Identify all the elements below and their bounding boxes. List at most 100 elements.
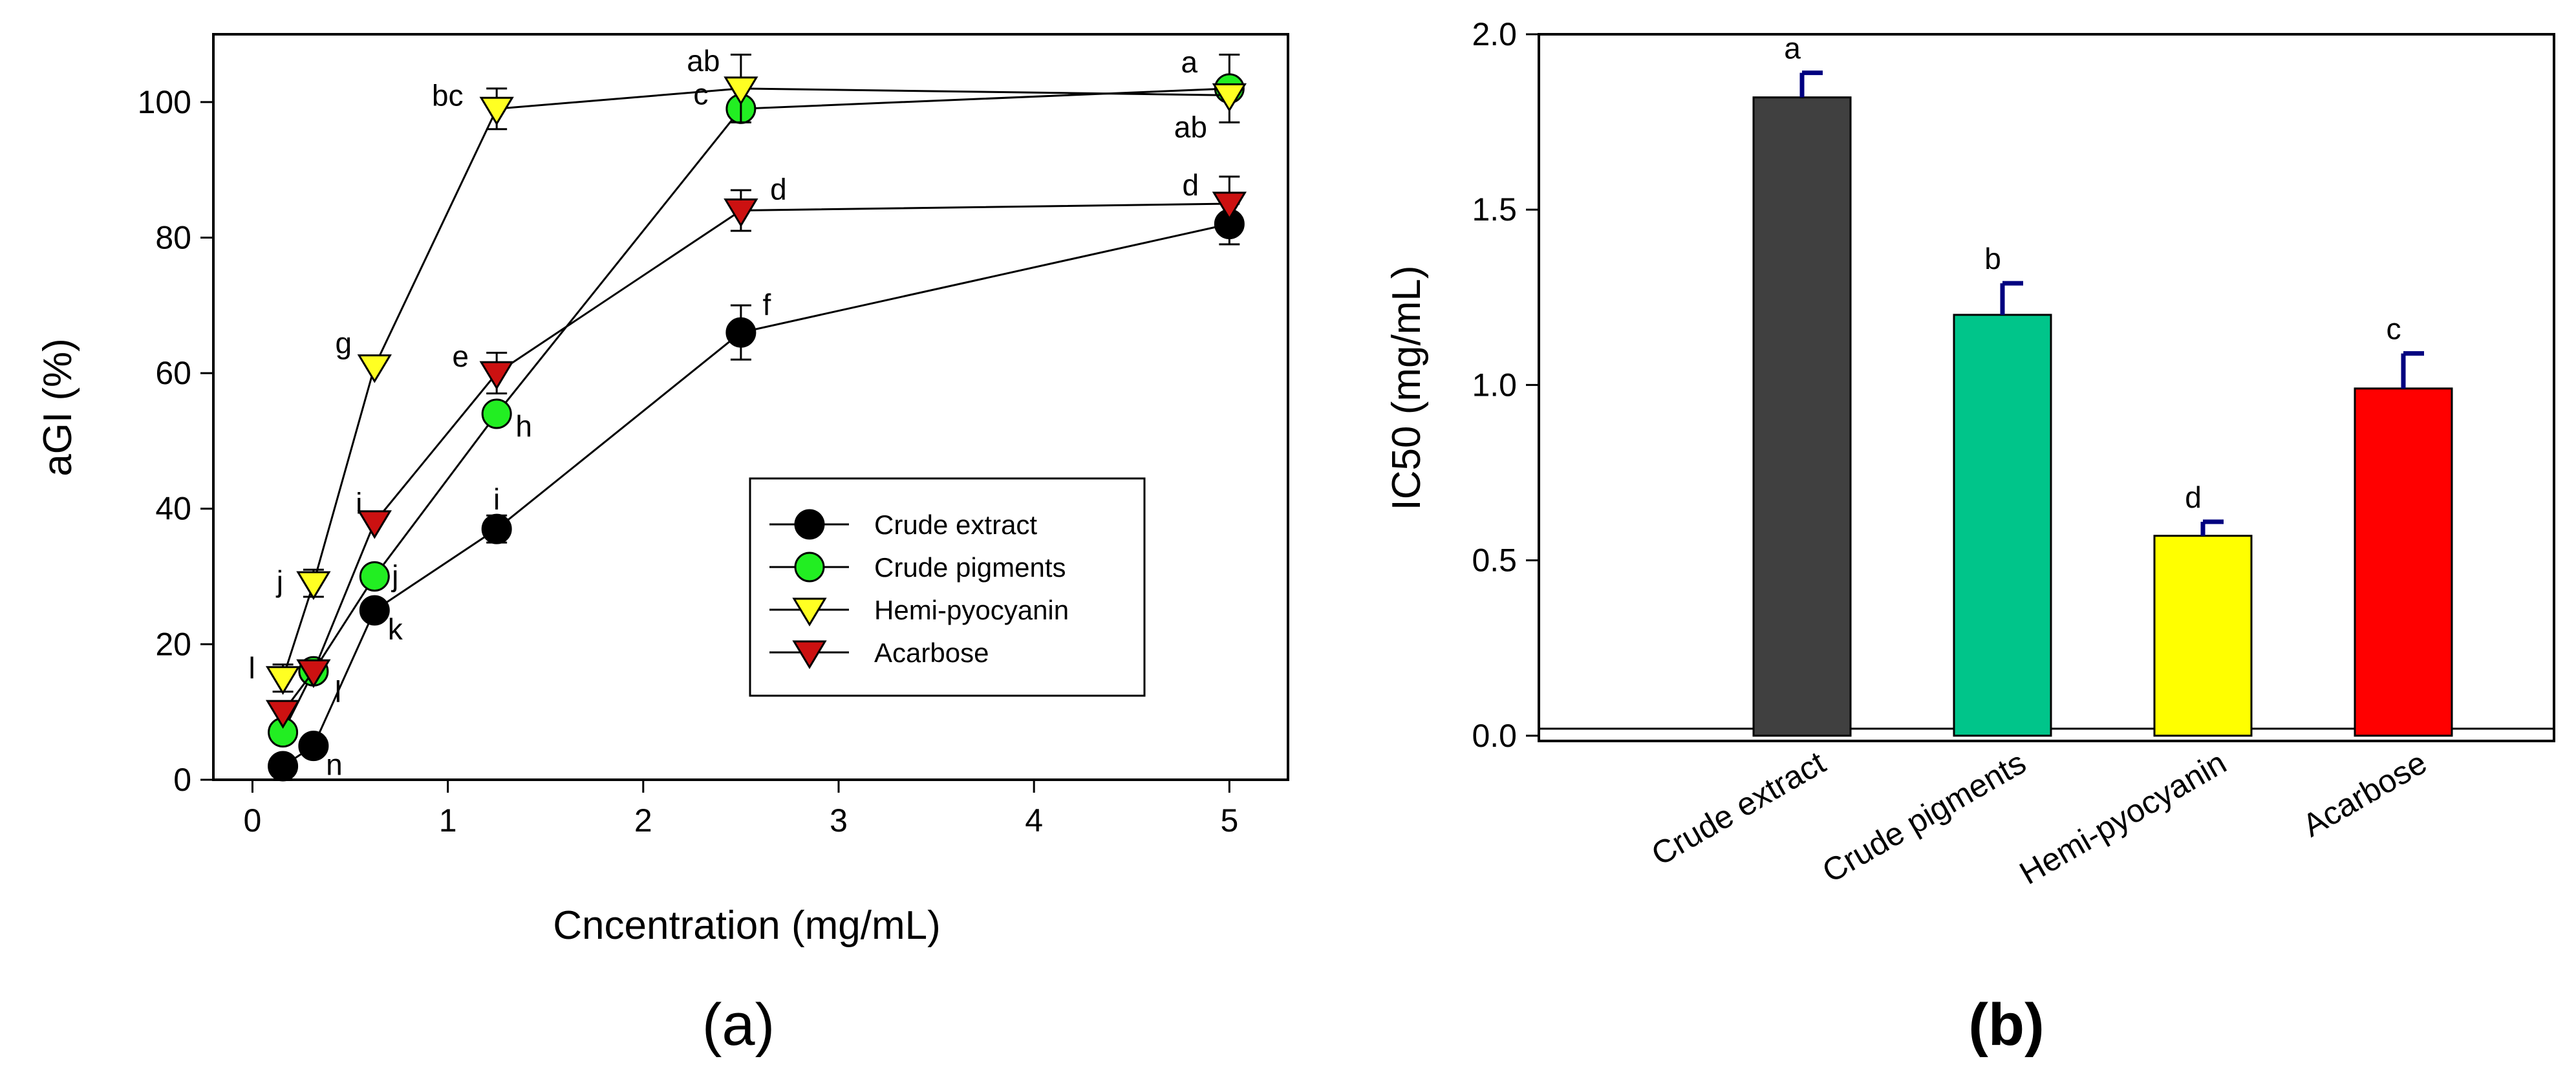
data-point bbox=[724, 76, 758, 105]
data-point bbox=[359, 561, 390, 592]
significance-label: bc bbox=[432, 78, 464, 112]
category-label: Hemi-pyocyanin bbox=[2013, 744, 2232, 892]
data-point bbox=[479, 96, 514, 126]
significance-label: i bbox=[356, 487, 362, 520]
y-tick-label: 0.0 bbox=[1472, 718, 1517, 754]
data-point bbox=[265, 700, 301, 729]
legend-label-crude-extract: Crude extract bbox=[874, 509, 1037, 540]
data-point bbox=[481, 398, 512, 429]
panel-a-x-axis-title: Cncentration (mg/mL) bbox=[553, 903, 941, 948]
x-tick-label: 2 bbox=[634, 802, 652, 839]
significance-label: l bbox=[335, 674, 341, 708]
legend-label-acarbose: Acarbose bbox=[874, 638, 989, 668]
data-point bbox=[265, 666, 301, 695]
bar-acarbose bbox=[2354, 387, 2453, 737]
x-tick-label: 1 bbox=[439, 802, 457, 839]
data-point bbox=[298, 731, 329, 762]
legend-marker-hemi-pyocyanin bbox=[792, 597, 827, 627]
y-tick-label: 1.5 bbox=[1472, 191, 1517, 228]
panel-a-line-chart: 0 1 2 3 4 5 0 20 40 60 80 100 n k i f j h c a l j g bc ab ab l i e d… bbox=[36, 33, 1289, 1058]
significance-label: b bbox=[1984, 242, 2001, 275]
legend-label-crude-pigments: Crude pigments bbox=[874, 552, 1066, 583]
x-tick-label: 4 bbox=[1025, 802, 1043, 839]
y-tick-label: 100 bbox=[138, 84, 191, 120]
bar-group-acarbose: c Acarbose bbox=[2297, 312, 2453, 844]
panel-b-label: (b) bbox=[1968, 992, 2044, 1058]
panel-b-y-axis-title: IC50 (mg/mL) bbox=[1384, 266, 1429, 511]
panel-a-ticks: 0 1 2 3 4 5 0 20 40 60 80 100 bbox=[138, 84, 1239, 839]
panel-b-bar-chart: 0.0 0.5 1.0 1.5 2.0 a Crude extract b Crude pig… bbox=[1384, 16, 2555, 1058]
significance-label: a bbox=[1181, 45, 1198, 79]
panel-a-sig-labels: n k i f j h c a l j g bc ab ab l i e d d bbox=[248, 44, 1207, 782]
significance-label: d bbox=[1183, 168, 1199, 202]
data-point bbox=[359, 595, 390, 626]
data-point bbox=[357, 510, 392, 539]
legend-label-hemi-pyocyanin: Hemi-pyocyanin bbox=[874, 595, 1069, 625]
x-tick-label: 0 bbox=[244, 802, 262, 839]
y-tick-label: 20 bbox=[155, 626, 191, 662]
y-tick-label: 2.0 bbox=[1472, 16, 1517, 52]
category-label: Crude extract bbox=[1646, 744, 1832, 873]
data-point bbox=[724, 198, 758, 228]
panel-a-plot-area bbox=[212, 33, 1289, 781]
legend-marker-crude-pigments bbox=[794, 552, 825, 583]
series-acarbose bbox=[265, 175, 1247, 729]
category-label: Crude pigments bbox=[1816, 744, 2032, 890]
legend-entry-acarbose: Acarbose bbox=[769, 638, 989, 669]
significance-label: a bbox=[1784, 32, 1801, 65]
legend-marker-acarbose bbox=[792, 640, 827, 669]
bar-group-crude-extract: a Crude extract bbox=[1646, 32, 1852, 873]
panel-a-label: (a) bbox=[702, 992, 775, 1058]
panel-b-plot-area bbox=[1538, 33, 2555, 742]
significance-label: g bbox=[336, 327, 352, 360]
significance-label: d bbox=[2185, 480, 2202, 514]
legend-entry-hemi-pyocyanin: Hemi-pyocyanin bbox=[769, 595, 1069, 627]
significance-label: e bbox=[452, 339, 469, 373]
significance-label: j bbox=[275, 564, 283, 598]
bar-crude-pigments bbox=[1953, 314, 2052, 737]
panel-a-y-axis-title: aGI (%) bbox=[36, 338, 80, 477]
panel-a-series bbox=[265, 53, 1247, 782]
significance-label: c bbox=[2387, 312, 2401, 346]
data-point bbox=[357, 354, 392, 383]
significance-label: d bbox=[770, 173, 787, 206]
significance-label: h bbox=[515, 409, 532, 443]
category-label: Acarbose bbox=[2297, 744, 2433, 844]
data-point bbox=[1212, 191, 1247, 220]
series-hemi-pyocyanin bbox=[265, 53, 1247, 695]
data-point bbox=[296, 659, 331, 689]
significance-label: i bbox=[493, 482, 500, 516]
legend-entry-crude-extract: Crude extract bbox=[769, 509, 1037, 540]
bar-crude-extract bbox=[1752, 96, 1852, 737]
significance-label: f bbox=[763, 288, 771, 321]
series-crude-extract bbox=[268, 202, 1245, 782]
y-tick-label: 0.5 bbox=[1472, 542, 1517, 579]
data-point bbox=[479, 361, 514, 391]
x-tick-label: 3 bbox=[830, 802, 848, 839]
legend-marker-crude-extract bbox=[794, 509, 825, 540]
panel-a-legend: Crude extract Crude pigments Hemi-pyocya… bbox=[749, 477, 1146, 697]
y-tick-label: 60 bbox=[155, 355, 191, 391]
x-tick-label: 5 bbox=[1220, 802, 1238, 839]
y-tick-label: 40 bbox=[155, 491, 191, 527]
y-tick-label: 1.0 bbox=[1472, 367, 1517, 403]
data-point bbox=[268, 751, 299, 782]
panel-b-bars: a Crude extract b Crude pigments d Hemi-pyocy… bbox=[1646, 32, 2453, 892]
significance-label: c bbox=[693, 77, 708, 111]
significance-label: n bbox=[326, 748, 343, 782]
bar-hemi-pyocyanin bbox=[2153, 535, 2253, 737]
y-tick-label: 0 bbox=[173, 762, 191, 798]
significance-label: ab bbox=[687, 44, 720, 78]
y-tick-label: 80 bbox=[155, 219, 191, 255]
data-point bbox=[1212, 83, 1247, 113]
data-point bbox=[725, 317, 757, 348]
legend-entry-crude-pigments: Crude pigments bbox=[769, 552, 1066, 583]
significance-label: ab bbox=[1174, 110, 1207, 144]
series-line-hemi-pyocyanin bbox=[282, 87, 1230, 679]
significance-label: k bbox=[388, 612, 403, 646]
data-point bbox=[481, 513, 512, 544]
data-point bbox=[296, 571, 331, 600]
significance-label: l bbox=[248, 651, 255, 685]
significance-label: j bbox=[391, 559, 398, 593]
